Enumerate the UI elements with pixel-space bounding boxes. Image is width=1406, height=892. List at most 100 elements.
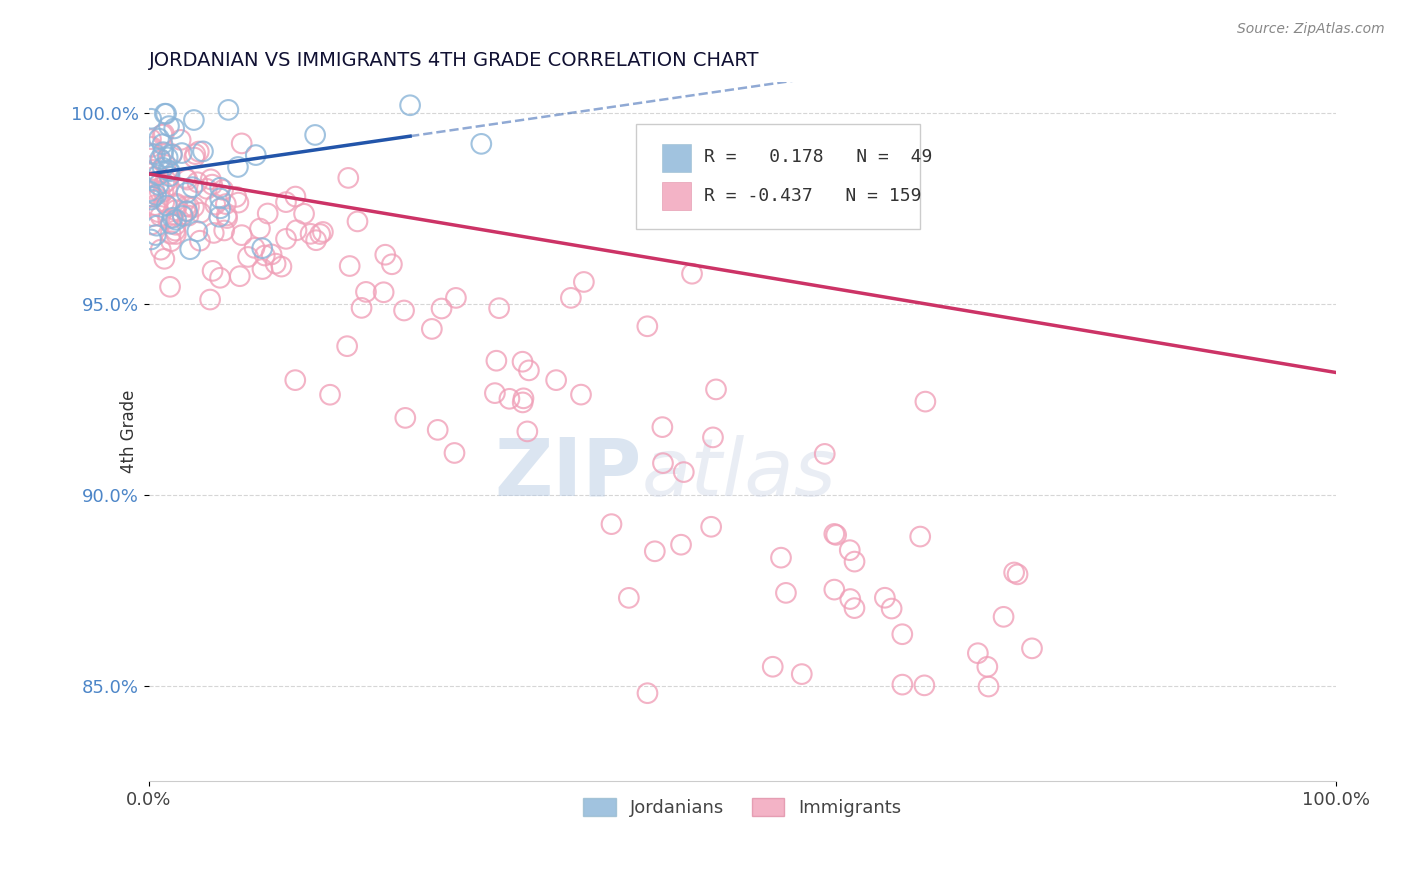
Y-axis label: 4th Grade: 4th Grade [120,390,138,474]
Point [319,388,342,402]
Point [165,212,187,227]
Point [155,107,177,121]
Point [769,550,792,565]
Point [198,293,221,307]
Point [392,303,415,318]
Point [148,168,170,182]
Point [208,270,231,285]
Point [165,227,187,241]
Point [141,112,163,126]
Point [470,136,492,151]
Point [156,180,179,194]
Point [212,183,235,197]
Point [350,301,373,315]
Point [225,190,247,204]
Point [512,392,534,406]
Point [152,137,174,152]
Point [484,386,506,401]
FancyBboxPatch shape [662,182,692,210]
Point [299,227,322,241]
Point [159,227,181,241]
Point [170,146,193,161]
Point [814,447,837,461]
Point [160,147,183,161]
Point [284,189,307,203]
Point [880,601,903,615]
Text: R = -0.437   N = 159: R = -0.437 N = 159 [704,186,922,204]
Point [374,248,396,262]
Point [139,175,162,189]
Point [337,170,360,185]
Point [209,202,232,216]
Text: atlas: atlas [641,434,837,513]
Point [702,430,724,444]
Point [637,686,659,700]
Point [145,219,167,233]
Point [141,140,163,154]
Point [176,204,198,219]
Point [143,169,166,184]
Point [209,180,232,194]
Point [177,200,200,214]
Point [152,145,174,160]
Point [399,98,422,112]
Point [292,207,315,221]
Point [825,528,848,542]
Point [139,189,162,203]
Point [157,119,180,133]
Point [153,252,176,266]
Point [354,285,377,299]
Point [200,172,222,186]
Point [177,209,200,223]
Point [159,280,181,294]
Point [157,211,180,226]
Point [143,147,166,161]
Point [231,136,253,151]
Point [339,259,361,273]
Point [336,339,359,353]
Point [443,446,465,460]
Point [188,234,211,248]
Point [149,152,172,166]
Point [312,225,335,239]
Point [142,162,165,177]
Point [148,131,170,145]
Point [215,209,238,223]
Point [704,383,727,397]
Point [155,158,177,172]
Point [977,680,1000,694]
Point [201,264,224,278]
Point [569,387,592,401]
Point [174,204,197,219]
Point [373,285,395,300]
Point [183,200,205,214]
Point [141,147,163,161]
Point [226,160,249,174]
Text: ZIP: ZIP [495,434,641,513]
Point [141,193,163,207]
Point [153,127,176,141]
Point [891,678,914,692]
Point [305,233,328,247]
Point [249,221,271,235]
Point [191,145,214,159]
Point [157,163,180,178]
Point [143,183,166,197]
Point [309,227,332,241]
Point [212,223,235,237]
Point [253,248,276,262]
Point [498,392,520,406]
Point [165,196,187,211]
Point [839,592,862,607]
Point [159,164,181,178]
Point [304,128,326,142]
Point [430,301,453,316]
Point [152,128,174,142]
Point [966,646,988,660]
Point [912,678,935,692]
Point [891,627,914,641]
Point [512,395,534,409]
Point [172,209,194,223]
Point [156,151,179,165]
Point [141,218,163,232]
